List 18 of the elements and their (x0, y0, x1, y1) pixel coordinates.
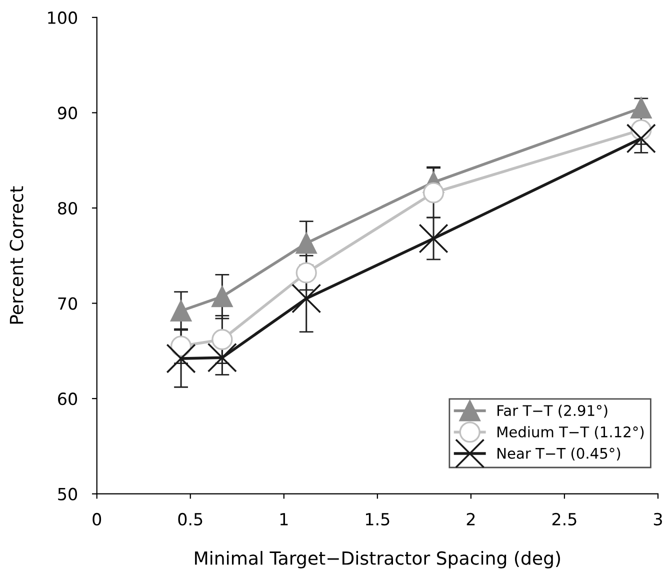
y-tick-label: 70 (58, 297, 78, 310)
y-tick-label: 90 (58, 106, 78, 120)
y-tick-label: 100 (48, 11, 78, 24)
y-tick-label: 80 (58, 202, 78, 215)
x-tick-label: 1.5 (366, 513, 390, 526)
legend-label: Near T−T (0.45°) (498, 448, 620, 461)
y-axis-title: Percent Correct (10, 186, 24, 324)
legend-label: Medium T−T (1.12°) (498, 426, 644, 440)
x-tick-label: 0 (92, 512, 102, 526)
x-tick-label: 1 (280, 513, 288, 526)
x-tick-label: 2.5 (552, 512, 576, 526)
legend-label: Far T−T (2.91°) (498, 404, 608, 418)
x-tick-label: 0.5 (178, 512, 202, 526)
x-axis-title: Minimal Target−Distractor Spacing (deg) (195, 550, 560, 568)
x-tick-label: 2 (466, 512, 475, 526)
y-tick-label: 60 (58, 392, 78, 406)
x-tick-label: 3 (654, 512, 662, 526)
y-tick-label: 50 (58, 488, 78, 500)
